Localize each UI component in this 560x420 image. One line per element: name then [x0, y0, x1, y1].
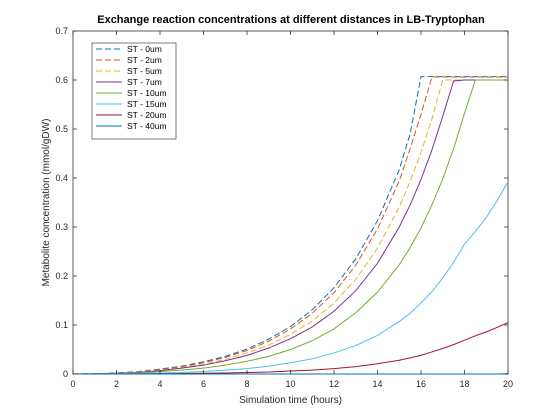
y-tick-label: 0 [63, 369, 68, 379]
x-tick-label: 0 [70, 379, 75, 389]
legend-label-5: ST - 15um [127, 99, 167, 109]
legend-label-3: ST - 7um [127, 77, 162, 87]
legend-label-1: ST - 2um [127, 55, 162, 65]
y-tick-label: 0.3 [55, 222, 68, 232]
x-axis-label: Simulation time (hours) [239, 395, 342, 406]
x-tick-label: 12 [329, 379, 339, 389]
chart-title: Exchange reaction concentrations at diff… [97, 14, 485, 26]
y-axis-label: Metabolite concentration (mmol/gDW) [41, 119, 52, 287]
legend-label-0: ST - 0um [127, 44, 162, 54]
x-tick-label: 14 [372, 379, 382, 389]
x-tick-label: 8 [244, 379, 249, 389]
legend-label-4: ST - 10um [127, 88, 167, 98]
x-tick-label: 6 [201, 379, 206, 389]
y-tick-label: 0.7 [55, 26, 68, 36]
y-tick-label: 0.1 [55, 320, 68, 330]
legend-label-2: ST - 5um [127, 66, 162, 76]
x-tick-label: 4 [157, 379, 162, 389]
x-tick-label: 20 [503, 379, 513, 389]
y-tick-label: 0.2 [55, 271, 68, 281]
x-tick-label: 10 [285, 379, 295, 389]
x-tick-label: 16 [416, 379, 426, 389]
legend-label-6: ST - 20um [127, 110, 167, 120]
x-tick-label: 18 [459, 379, 469, 389]
x-tick-label: 2 [114, 379, 119, 389]
y-tick-label: 0.4 [55, 173, 68, 183]
y-tick-label: 0.5 [55, 124, 68, 134]
y-tick-label: 0.6 [55, 75, 68, 85]
legend-label-7: ST - 40um [127, 121, 167, 131]
